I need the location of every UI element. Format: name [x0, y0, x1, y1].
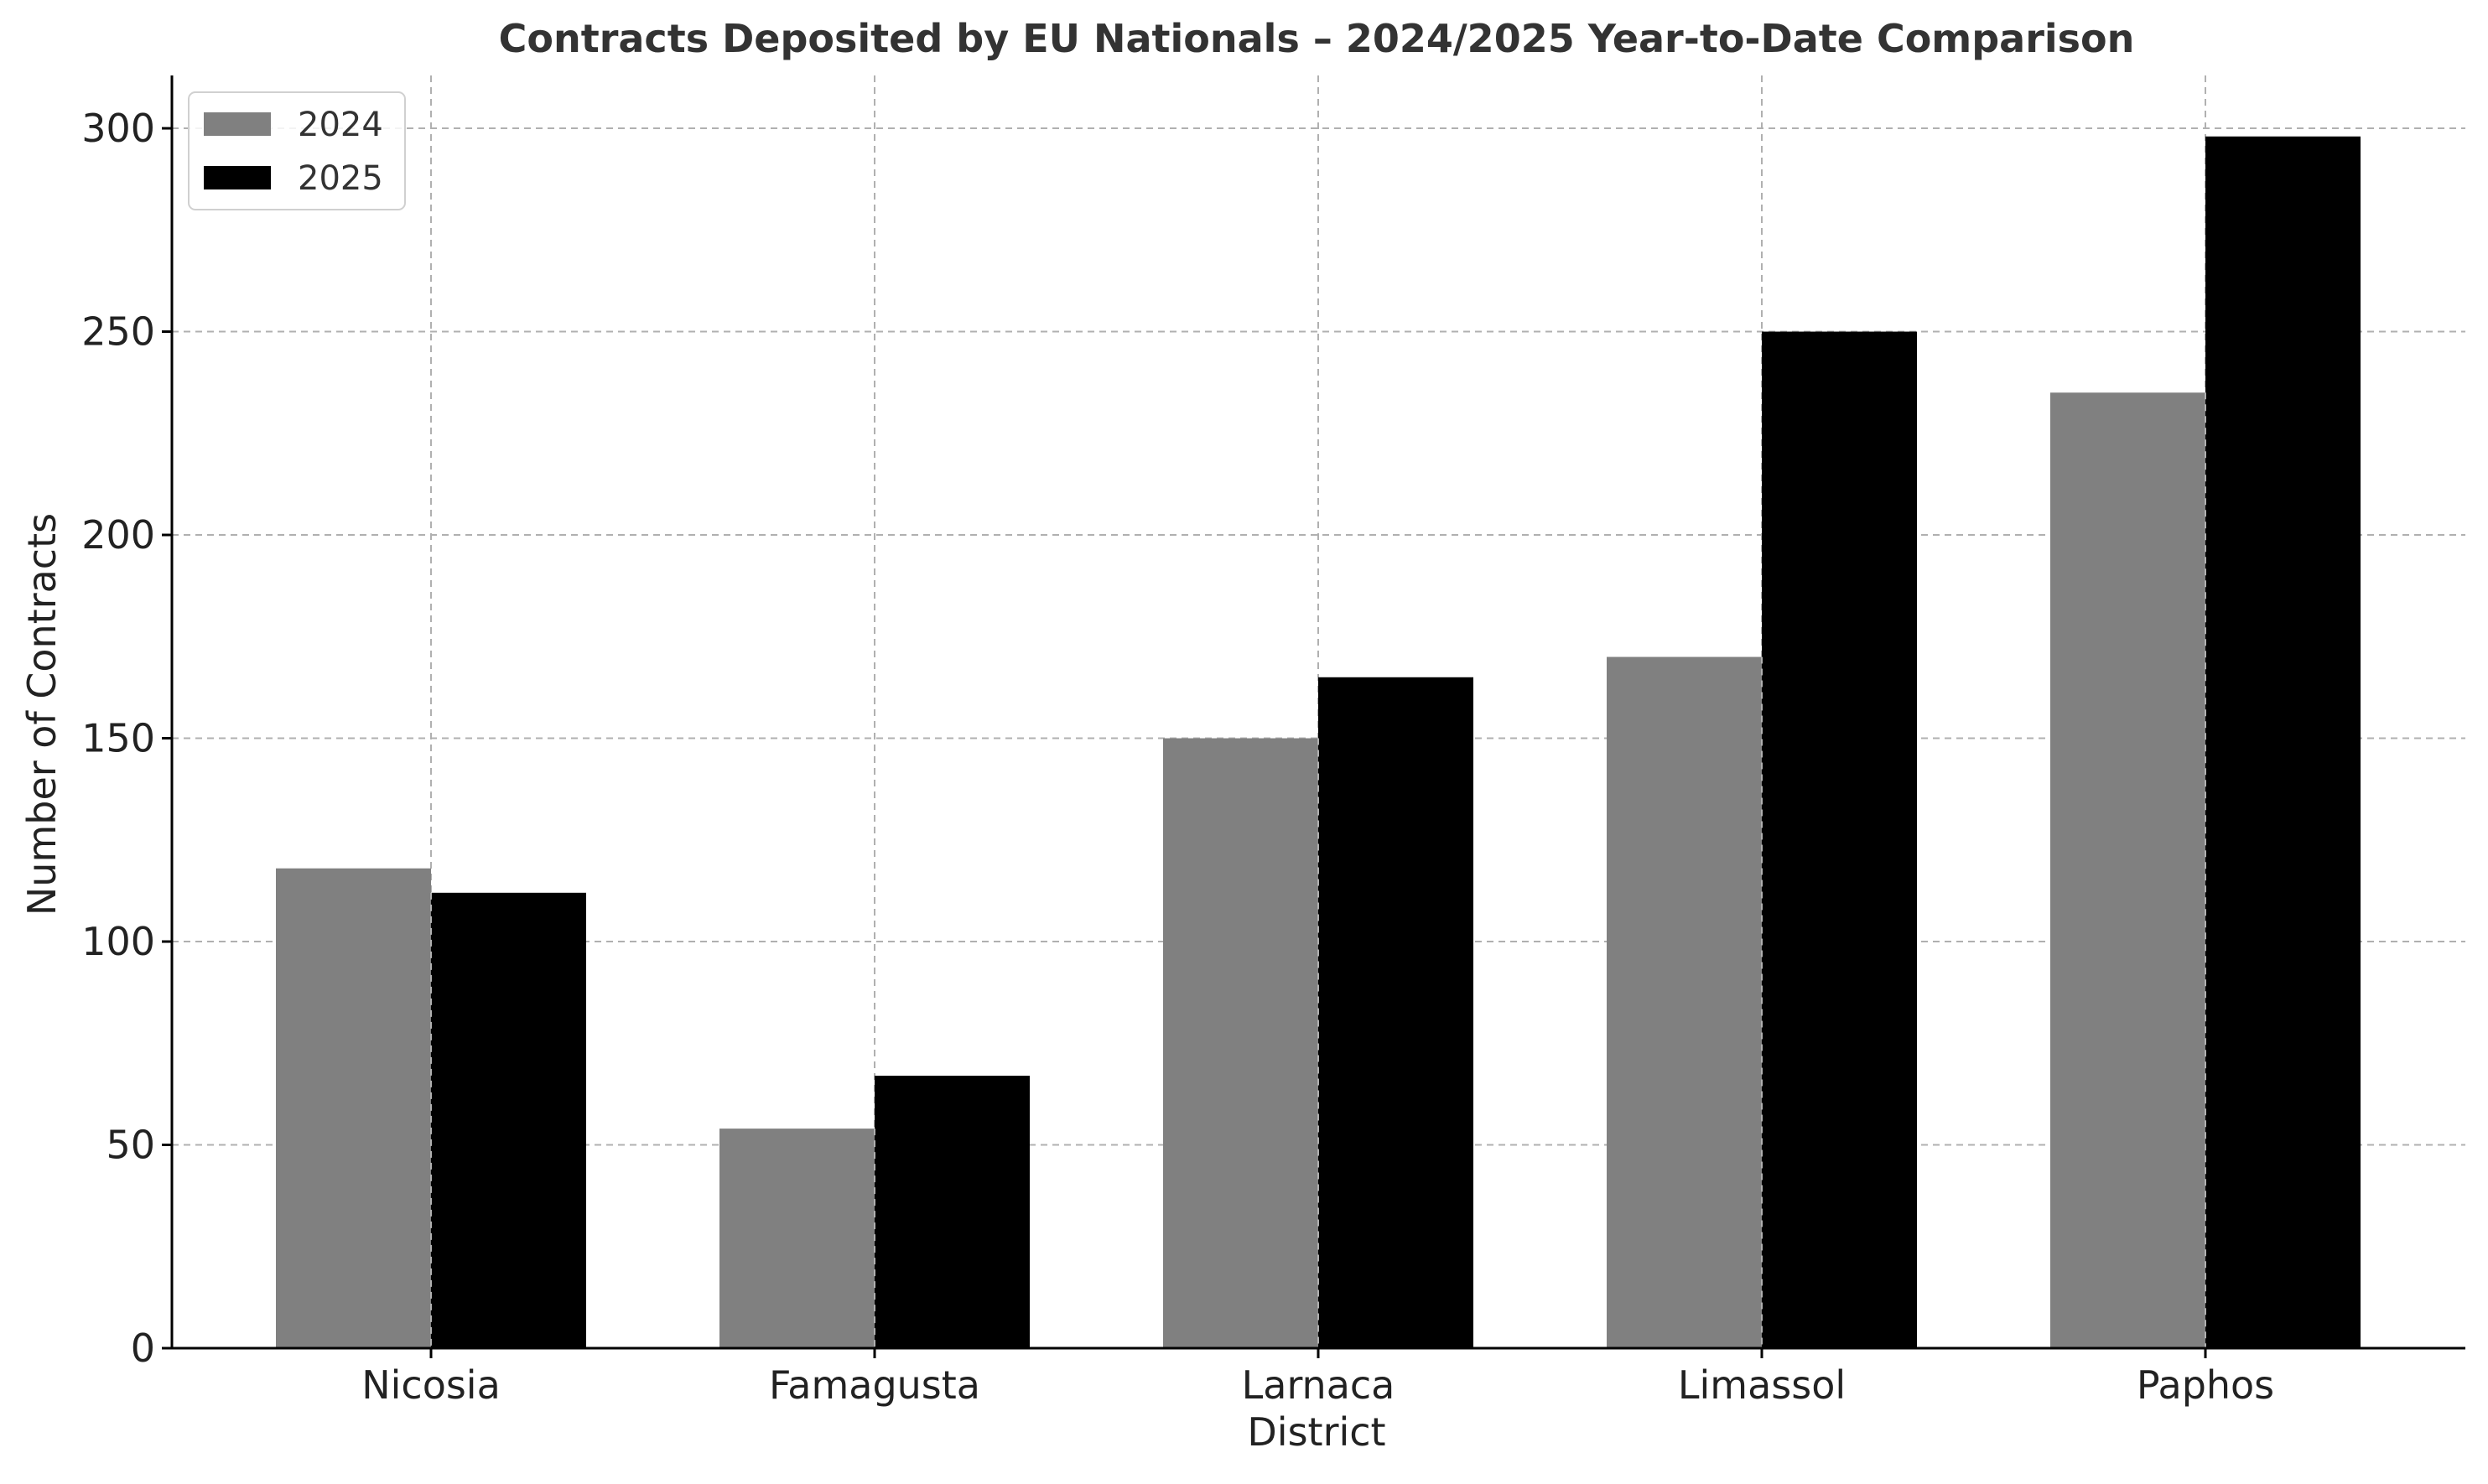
bar-2024-limassol — [1607, 656, 1762, 1348]
tick-labels: 0 50 100 150 200 250 300 Nicosia Famagusta Larnac… — [81, 106, 2274, 1408]
y-tick-label: 0 — [131, 1326, 155, 1371]
y-axis-label: Number of Contracts — [19, 513, 65, 916]
x-tick-label-larnaca: Larnaca — [1242, 1362, 1395, 1408]
bar-2024-larnaca — [1163, 738, 1318, 1348]
y-tick-label: 250 — [81, 309, 155, 355]
bar-2025-larnaca — [1318, 677, 1473, 1348]
bar-2025-famagusta — [875, 1076, 1030, 1348]
y-tick-label: 100 — [81, 919, 155, 964]
bars — [276, 136, 2361, 1349]
bar-2025-paphos — [2205, 136, 2361, 1349]
legend-label-2025: 2025 — [298, 159, 383, 198]
x-axis-label: District — [1247, 1409, 1385, 1455]
y-tick-label: 150 — [81, 716, 155, 761]
bar-2025-nicosia — [431, 892, 586, 1348]
x-tick-label-paphos: Paphos — [2137, 1362, 2274, 1408]
x-tick-label-nicosia: Nicosia — [361, 1362, 501, 1408]
legend-label-2024: 2024 — [298, 106, 383, 144]
bar-2024-paphos — [2050, 392, 2205, 1348]
axes — [162, 75, 2465, 1358]
legend-swatch-2025 — [204, 166, 271, 189]
y-tick-label: 200 — [81, 512, 155, 558]
bar-2024-famagusta — [719, 1129, 875, 1348]
chart-title: Contracts Deposited by EU Nationals – 20… — [499, 16, 2135, 61]
legend: 2024 2025 — [188, 91, 406, 210]
legend-swatch-2024 — [204, 112, 271, 136]
bar-2025-limassol — [1762, 331, 1917, 1349]
y-tick-label: 50 — [106, 1123, 155, 1168]
y-tick-label: 300 — [81, 106, 155, 151]
x-tick-label-limassol: Limassol — [1678, 1362, 1846, 1408]
x-tick-label-famagusta: Famagusta — [769, 1362, 980, 1408]
bar-2024-nicosia — [276, 868, 431, 1348]
